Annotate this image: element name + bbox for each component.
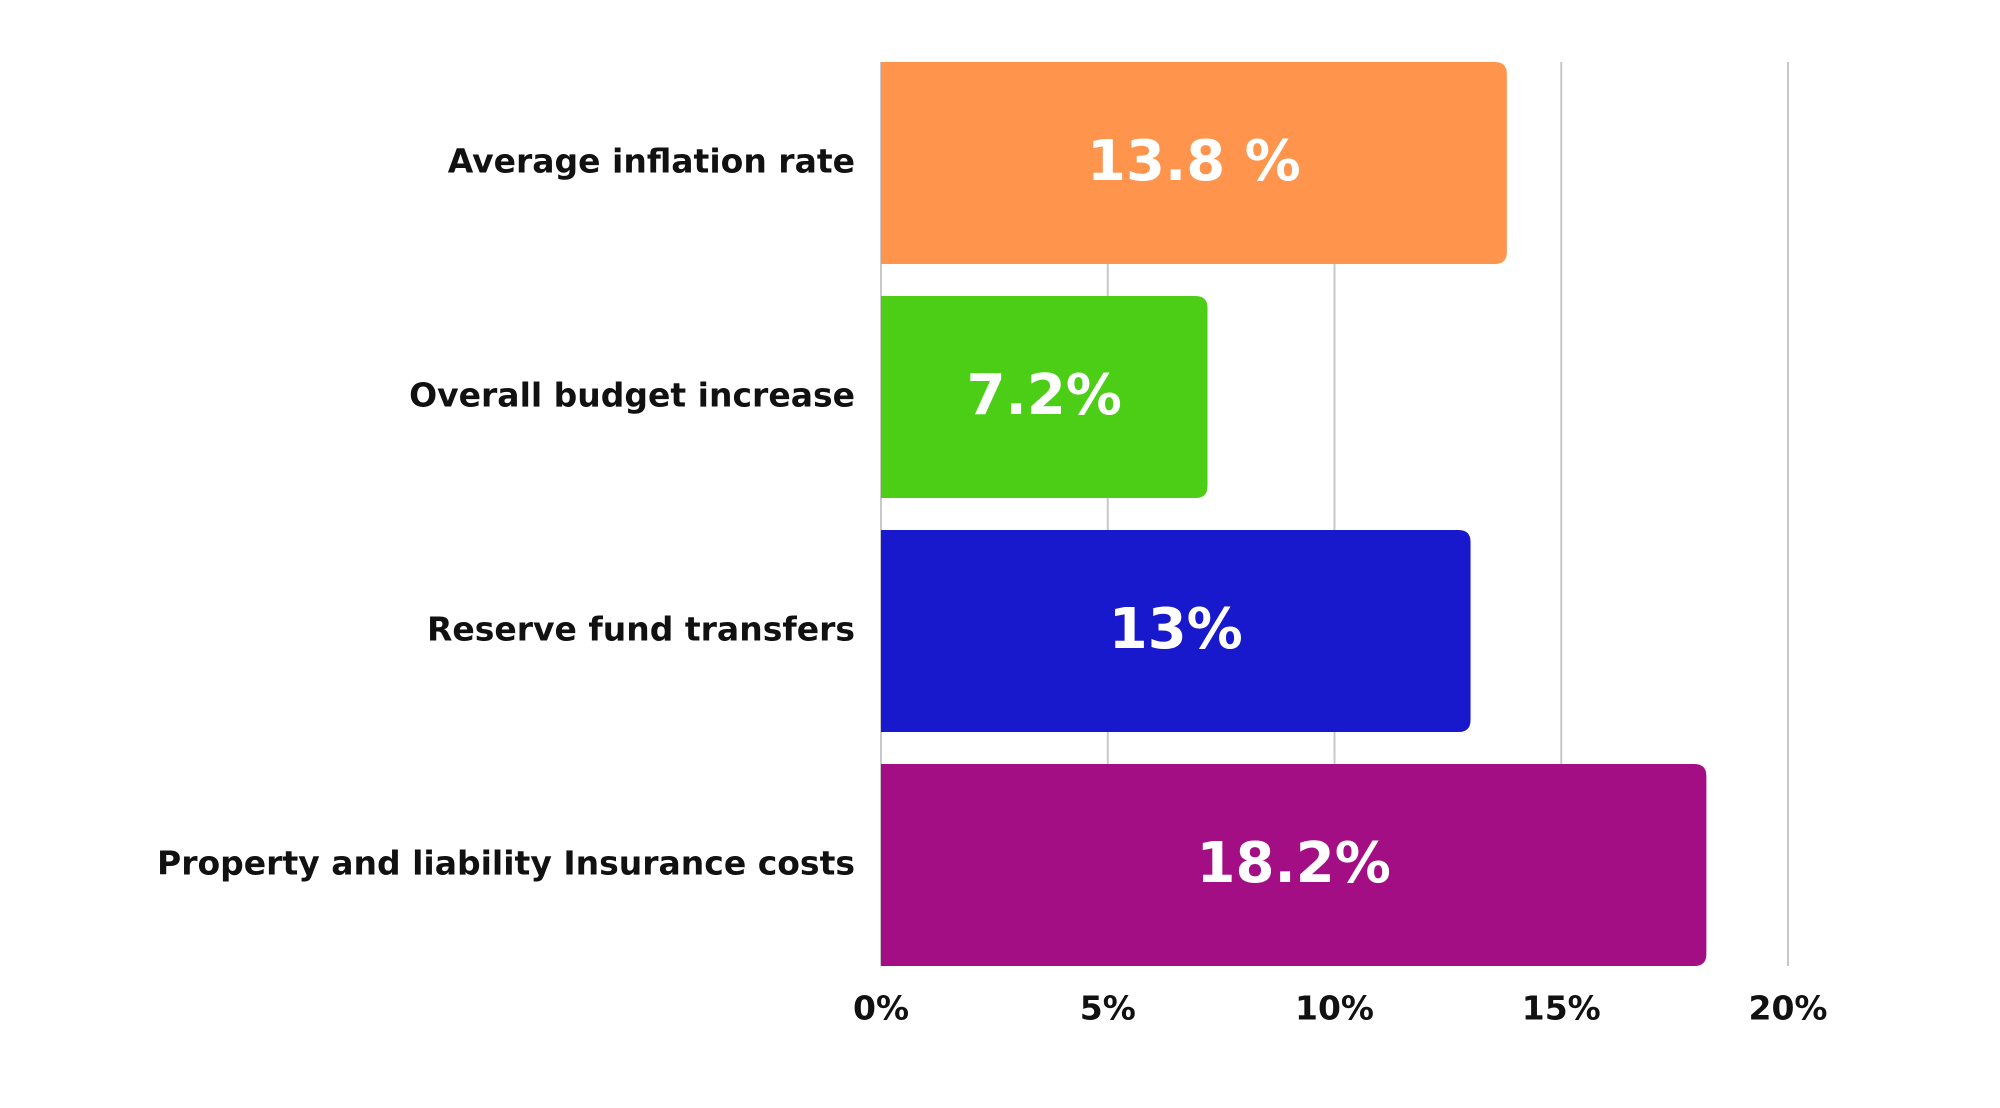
x-tick-label: 10% bbox=[1295, 989, 1374, 1028]
x-tick-label: 20% bbox=[1749, 989, 1828, 1028]
x-tick-label: 0% bbox=[853, 989, 909, 1028]
category-label: Overall budget increase bbox=[409, 376, 855, 415]
bar-value-label: 13.8 % bbox=[1087, 129, 1301, 194]
bars bbox=[881, 62, 1707, 966]
category-labels: Average inflation rate Overall budget inc… bbox=[157, 142, 855, 883]
x-axis-ticks: 0% 5% 10% 15% 20% bbox=[853, 989, 1828, 1028]
x-tick-label: 15% bbox=[1522, 989, 1601, 1028]
bar bbox=[881, 764, 1707, 966]
category-label: Reserve fund transfers bbox=[427, 610, 855, 649]
bar-value-label: 18.2% bbox=[1197, 831, 1391, 896]
bar bbox=[881, 62, 1507, 264]
x-tick-label: 5% bbox=[1080, 989, 1136, 1028]
bar-value-label: 7.2% bbox=[967, 363, 1122, 428]
bar bbox=[881, 530, 1471, 732]
value-labels: 13.8 % 7.2% 13% 18.2% bbox=[967, 129, 1391, 896]
category-label: Property and liability Insurance costs bbox=[157, 844, 855, 883]
category-label: Average inflation rate bbox=[448, 142, 855, 181]
bar-value-label: 13% bbox=[1109, 597, 1243, 662]
bar bbox=[881, 296, 1208, 498]
